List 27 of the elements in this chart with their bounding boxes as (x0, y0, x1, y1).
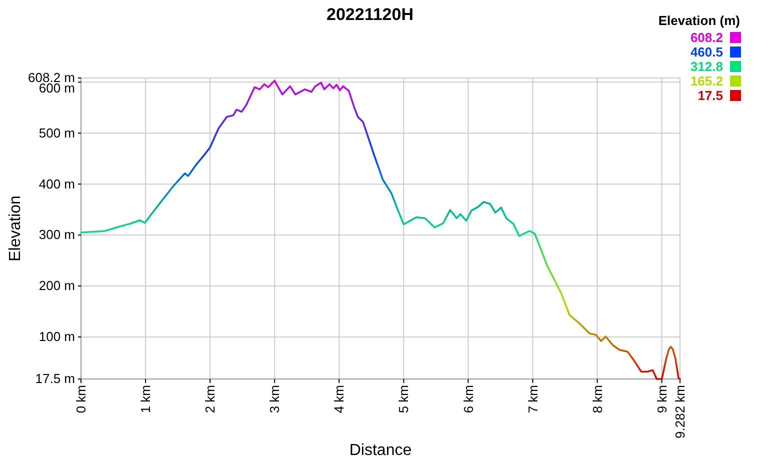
x-tick-label: 5 km (396, 385, 412, 414)
color-bar-label: 165.2 (690, 74, 723, 88)
x-tick-label: 0 km (74, 385, 89, 414)
y-tick-label: 200 m (38, 278, 75, 294)
x-tick-label: 6 km (460, 385, 476, 414)
color-bar-label: 608.2 (690, 30, 723, 45)
x-tick-label: 9 km (654, 385, 670, 414)
color-bar-label: 17.5 (698, 88, 723, 103)
x-axis-title: Distance (349, 442, 412, 459)
color-bar-label: 460.5 (690, 44, 723, 60)
x-tick-label: 2 km (202, 385, 218, 414)
color-bar-label: 312.8 (690, 59, 723, 74)
line-series (80, 80, 681, 380)
y-tick-label: 400 m (38, 176, 75, 192)
x-tick-label: 7 km (525, 385, 540, 414)
x-tick-label: 1 km (138, 385, 154, 414)
y-tick-label: 17.5 m (35, 371, 75, 386)
y-tick-label: 500 m (38, 125, 75, 140)
x-tick-label: 3 km (267, 385, 282, 414)
x-tick-label: 4 km (332, 385, 347, 414)
color-bar-title: Elevation (m) (658, 13, 740, 28)
y-tick-label: 100 m (38, 329, 75, 344)
chart-title: 20221120H (326, 5, 414, 24)
y-tick-label: 300 m (38, 227, 75, 242)
y-axis-title: Elevation (7, 196, 24, 262)
x-tick-label: 8 km (590, 385, 605, 414)
x-tick-label: 9.282 km (672, 385, 688, 438)
